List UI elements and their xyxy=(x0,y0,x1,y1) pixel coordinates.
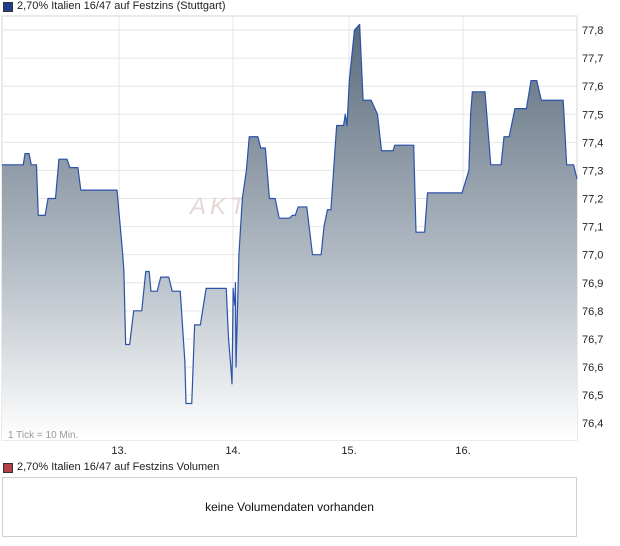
x-tick-label: 16. xyxy=(455,445,470,457)
y-tick-label: 77,6 xyxy=(582,81,603,93)
volume-legend-label: 2,70% Italien 16/47 auf Festzins Volumen xyxy=(17,461,220,473)
y-tick-label: 76,5 xyxy=(582,390,603,402)
x-tick-label: 13. xyxy=(111,445,126,457)
price-area xyxy=(2,23,578,440)
price-chart: AKT 77,8 77,7 77,6 77,5 77,4 77,3 77,2 77,1 77,0… xyxy=(1,15,603,457)
y-tick-label: 76,6 xyxy=(582,362,603,374)
y-tick-label: 76,8 xyxy=(582,306,603,318)
volume-empty-message: keine Volumendaten vorhanden xyxy=(205,500,374,514)
series-line xyxy=(2,23,578,405)
x-tick-label: 14. xyxy=(225,445,240,457)
price-legend-swatch xyxy=(3,1,13,12)
series-area xyxy=(2,24,577,440)
y-tick-label: 77,3 xyxy=(582,165,603,177)
y-tick-label: 77,7 xyxy=(582,53,603,65)
y-tick-label: 76,4 xyxy=(582,418,603,430)
volume-legend: 2,70% Italien 16/47 auf Festzins Volumen xyxy=(3,461,219,474)
y-tick-label: 77,0 xyxy=(582,250,603,262)
x-tick-label: 15. xyxy=(341,445,356,457)
watermark: AKT xyxy=(188,193,249,220)
volume-panel: keine Volumendaten vorhanden xyxy=(2,477,577,537)
y-tick-label: 77,4 xyxy=(582,137,603,149)
volume-legend-swatch xyxy=(3,462,13,473)
price-legend: 2,70% Italien 16/47 auf Festzins (Stuttg… xyxy=(3,0,226,13)
y-tick-label: 76,7 xyxy=(582,334,603,346)
y-tick-label: 77,2 xyxy=(582,194,603,206)
y-tick-label: 77,8 xyxy=(582,25,603,37)
price-legend-label: 2,70% Italien 16/47 auf Festzins (Stuttg… xyxy=(17,0,226,12)
tick-footnote: 1 Tick = 10 Min. xyxy=(8,430,78,441)
chart-axes: 77,8 77,7 77,6 77,5 77,4 77,3 77,2 77,1 77,0 76,9… xyxy=(111,25,603,457)
y-tick-label: 77,1 xyxy=(582,222,603,234)
y-tick-label: 76,9 xyxy=(582,278,603,290)
y-tick-label: 77,5 xyxy=(582,109,603,121)
